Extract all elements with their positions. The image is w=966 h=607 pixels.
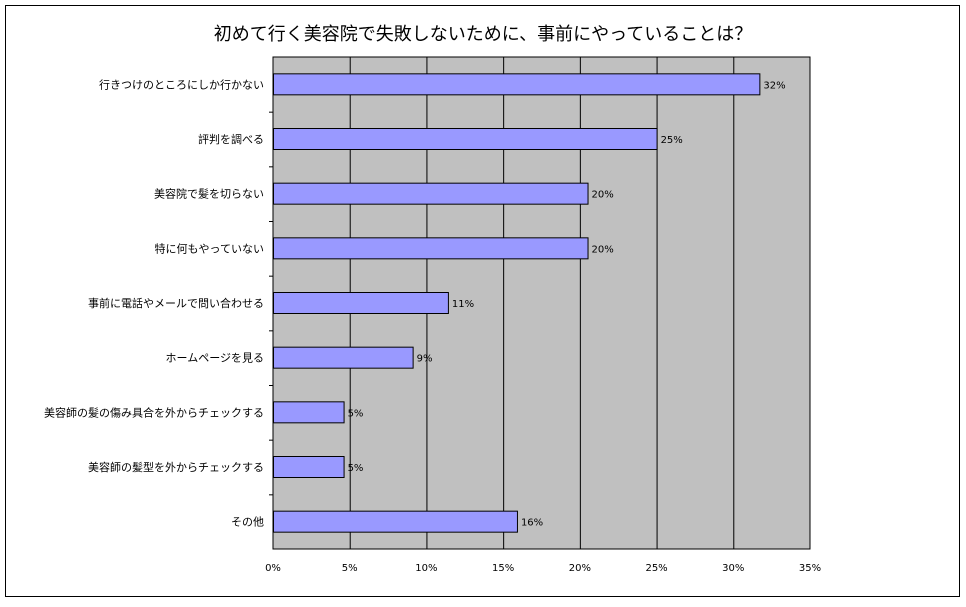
data-label: 20%	[592, 190, 614, 201]
bar	[273, 128, 658, 150]
x-tick-label: 15%	[492, 563, 514, 574]
data-label: 5%	[348, 463, 364, 474]
bar	[273, 456, 345, 478]
category-label: その他	[231, 516, 264, 529]
category-label: 美容院で髪を切らない	[154, 187, 264, 201]
bar	[273, 346, 414, 369]
category-label: 美容師の髪型を外からチェックする	[88, 460, 264, 474]
category-label: ホームページを見る	[166, 352, 264, 365]
category-label: 特に何もやっていない	[155, 241, 264, 255]
x-tick-label: 10%	[415, 563, 437, 574]
data-label: 25%	[661, 135, 683, 146]
bar	[273, 401, 345, 424]
bar	[273, 73, 761, 96]
data-label: 20%	[592, 244, 614, 255]
x-tick-label: 25%	[645, 563, 667, 574]
data-label: 32%	[763, 80, 785, 91]
data-label: 11%	[452, 299, 474, 310]
bar	[273, 182, 589, 205]
x-tick-label: 5%	[342, 563, 358, 574]
chart-title: 初めて行く美容院で失敗しないために、事前にやっていることは？	[214, 24, 753, 45]
category-label: 事前に電話やメールで問い合わせる	[88, 296, 264, 310]
x-tick-label: 0%	[265, 563, 281, 574]
data-label: 16%	[521, 518, 543, 529]
category-label: 評判を調べる	[198, 132, 264, 146]
bar	[273, 292, 449, 314]
x-tick-label: 30%	[722, 563, 744, 574]
x-tick-label: 20%	[569, 563, 591, 574]
category-label: 美容師の髪の傷み具合を外からチェックする	[44, 405, 264, 419]
data-label: 5%	[348, 408, 364, 419]
category-label: 行きつけのところにしか行かない	[99, 78, 264, 91]
bar	[273, 237, 589, 260]
data-label: 9%	[417, 354, 433, 365]
bar	[273, 510, 518, 533]
x-tick-label: 35%	[799, 563, 821, 574]
